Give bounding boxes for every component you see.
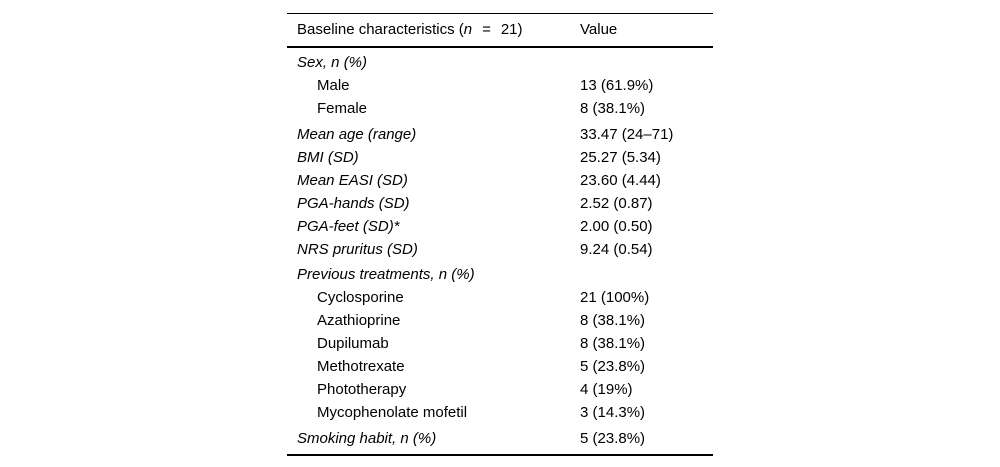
header-title-n: n <box>463 21 473 38</box>
table-row-mycophenolate-mofetil: Mycophenolate mofetil 3 (14.3%) <box>287 401 713 424</box>
table-row-previous-treatments: Previous treatments, n (%) <box>287 263 713 286</box>
table-row-pga-feet: PGA-feet (SD)* 2.00 (0.50) <box>287 215 713 238</box>
table-row-female: Female 8 (38.1%) <box>287 97 713 120</box>
row-value: 23.60 (4.44) <box>580 171 661 189</box>
row-label: Dupilumab <box>317 335 389 352</box>
header-col-characteristics: Baseline characteristics (n = 21) <box>287 20 580 39</box>
row-label: Cyclosporine <box>317 289 404 306</box>
row-value: 13 (61.9%) <box>580 77 654 94</box>
row-label: Phototherapy <box>317 381 407 398</box>
row-value <box>580 263 713 286</box>
header-col-value: Value <box>580 21 618 38</box>
row-label: Sex, n (%) <box>297 54 368 71</box>
table-row-azathioprine: Azathioprine 8 (38.1%) <box>287 309 713 332</box>
row-label: Female <box>317 100 368 117</box>
row-value <box>580 51 713 74</box>
row-label: BMI (SD) <box>297 148 359 166</box>
baseline-characteristics-table: Baseline characteristics (n = 21) Value Se… <box>287 13 713 456</box>
table-row-mean-age: Mean age (range) 33.47 (24–71) <box>287 123 713 146</box>
row-value: 5 (23.8%) <box>580 358 646 375</box>
row-label: Previous treatments, n (%) <box>297 266 475 283</box>
table-row-sex: Sex, n (%) <box>287 51 713 74</box>
row-label: Smoking habit, n (%) <box>297 429 437 447</box>
table-header-row: Baseline characteristics (n = 21) Value <box>287 13 713 48</box>
row-value: 9.24 (0.54) <box>580 240 653 258</box>
table-row-methotrexate: Methotrexate 5 (23.8%) <box>287 355 713 378</box>
row-label: NRS pruritus (SD) <box>297 240 418 258</box>
row-label: PGA-feet (SD)* <box>297 217 400 235</box>
table-row-male: Male 13 (61.9%) <box>287 74 713 97</box>
table-row-dupilumab: Dupilumab 8 (38.1%) <box>287 332 713 355</box>
row-value: 8 (38.1%) <box>580 335 646 352</box>
row-label: Male <box>317 77 350 94</box>
row-label: Mean age (range) <box>297 125 417 143</box>
row-value: 5 (23.8%) <box>580 429 646 447</box>
table-row-phototherapy: Phototherapy 4 (19%) <box>287 378 713 401</box>
row-label: PGA-hands (SD) <box>297 194 410 212</box>
table-row-pga-hands: PGA-hands (SD) 2.52 (0.87) <box>287 192 713 215</box>
header-title-prefix: Baseline characteristics ( <box>297 21 464 38</box>
table-row-cyclosporine: Cyclosporine 21 (100%) <box>287 286 713 309</box>
row-value: 2.52 (0.87) <box>580 194 653 212</box>
header-title-equals: = <box>482 21 491 38</box>
row-label: Methotrexate <box>317 358 405 375</box>
row-label: Mean EASI (SD) <box>297 171 408 189</box>
row-value: 4 (19%) <box>580 381 633 398</box>
table-row-mean-easi: Mean EASI (SD) 23.60 (4.44) <box>287 169 713 192</box>
row-value: 25.27 (5.34) <box>580 148 661 166</box>
row-value: 8 (38.1%) <box>580 312 646 329</box>
row-value: 2.00 (0.50) <box>580 217 653 235</box>
row-label: Azathioprine <box>317 312 401 329</box>
row-value: 21 (100%) <box>580 289 650 306</box>
table-row-nrs-pruritus: NRS pruritus (SD) 9.24 (0.54) <box>287 238 713 261</box>
table-body: Sex, n (%) Male 13 (61.9%) Female 8 (38.… <box>287 48 713 456</box>
table-row-bmi: BMI (SD) 25.27 (5.34) <box>287 146 713 169</box>
header-title-count: 21) <box>500 21 523 38</box>
row-label: Mycophenolate mofetil <box>317 404 468 421</box>
table-row-smoking-habit: Smoking habit, n (%) 5 (23.8%) <box>287 427 713 450</box>
row-value: 8 (38.1%) <box>580 100 646 117</box>
row-value: 33.47 (24–71) <box>580 125 674 143</box>
row-value: 3 (14.3%) <box>580 404 646 421</box>
